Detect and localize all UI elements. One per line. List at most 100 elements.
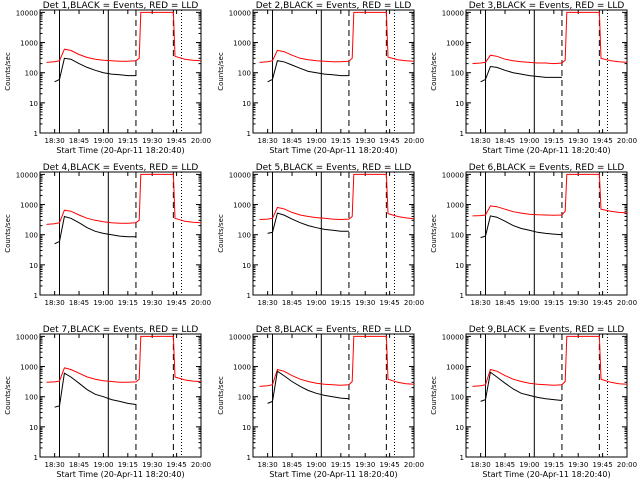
panel-title: Det 4,BLACK = Events, RED = LLD: [43, 163, 199, 173]
y-tick-label: 1000: [233, 40, 251, 48]
y-tick-label: 1: [34, 292, 38, 300]
x-tick-label: 18:30: [471, 461, 491, 469]
x-tick-label: 18:45: [495, 299, 515, 307]
y-tick-label: 100: [451, 232, 464, 240]
y-tick-label: 1000: [446, 40, 464, 48]
x-tick-label: 20:00: [617, 461, 637, 469]
y-tick-label: 1000: [20, 202, 38, 210]
y-tick-label: 10: [455, 100, 464, 108]
x-tick-label: 19:45: [167, 299, 187, 307]
series-line-events: [54, 57, 136, 83]
x-axis-label: Start Time (20-Apr-11 18:20:40): [482, 146, 610, 155]
plot-frame: [39, 171, 202, 296]
panel-title: Det 1,BLACK = Events, RED = LLD: [43, 1, 199, 11]
panel-det-2: Det 2,BLACK = Events, RED = LLD 1 10 100 100…: [217, 1, 424, 155]
x-tick-label: 19:30: [568, 299, 588, 307]
y-tick-label: 100: [25, 394, 38, 402]
y-tick-label: 10: [242, 262, 251, 270]
y-tick-label: 1000: [20, 364, 38, 372]
plot-frame: [39, 9, 202, 134]
x-tick-label: 18:45: [495, 461, 515, 469]
x-tick-label: 19:15: [544, 299, 564, 307]
y-tick-label: 1: [247, 130, 251, 138]
x-tick-label: 19:00: [93, 137, 113, 145]
y-tick-label: 10: [29, 100, 38, 108]
plot-frame: [252, 171, 415, 296]
y-tick-label: 100: [238, 232, 251, 240]
y-tick-label: 1: [460, 292, 464, 300]
panel-det-7: Det 7,BLACK = Events, RED = LLD 1 10 100 100…: [4, 325, 211, 479]
x-tick-label: 18:45: [69, 299, 89, 307]
panel-det-3: Det 3,BLACK = Events, RED = LLD 1 10 100 100…: [430, 1, 637, 155]
y-tick-label: 1: [247, 292, 251, 300]
series-line-lld: [46, 335, 202, 383]
x-tick-label: 19:15: [544, 461, 564, 469]
x-tick-label: 20:00: [404, 461, 424, 469]
x-tick-label: 18:45: [282, 299, 302, 307]
panel-det-5: Det 5,BLACK = Events, RED = LLD 1 10 100 100…: [217, 163, 424, 307]
panel-title: Det 7,BLACK = Events, RED = LLD: [43, 325, 199, 335]
x-tick-label: 19:45: [380, 137, 400, 145]
panel-title: Det 6,BLACK = Events, RED = LLD: [469, 163, 625, 173]
x-tick-label: 19:30: [355, 299, 375, 307]
x-tick-label: 19:15: [331, 461, 351, 469]
series-line-events: [54, 215, 136, 245]
y-tick-label: 10: [242, 100, 251, 108]
x-axis-label: Start Time (20-Apr-11 18:20:40): [482, 470, 610, 479]
x-tick-label: 18:30: [45, 461, 65, 469]
y-tick-label: 10000: [442, 333, 464, 341]
series-line-events: [267, 60, 349, 83]
y-tick-label: 100: [238, 70, 251, 78]
y-tick-label: 10: [455, 262, 464, 270]
y-tick-label: 1000: [20, 40, 38, 48]
series-line-lld: [259, 335, 415, 387]
x-tick-label: 19:00: [519, 137, 539, 145]
y-axis-label: Counts/sec: [430, 376, 438, 415]
panel-title: Det 5,BLACK = Events, RED = LLD: [256, 163, 412, 173]
plot-frame: [465, 333, 628, 458]
x-tick-label: 19:00: [306, 137, 326, 145]
x-tick-label: 19:30: [142, 137, 162, 145]
panel-title: Det 8,BLACK = Events, RED = LLD: [256, 325, 412, 335]
x-tick-label: 18:45: [282, 461, 302, 469]
y-tick-label: 100: [25, 70, 38, 78]
x-tick-label: 18:45: [495, 137, 515, 145]
y-tick-label: 1: [460, 130, 464, 138]
y-tick-label: 1: [247, 454, 251, 462]
series-line-events: [267, 212, 349, 234]
y-axis-label: Counts/sec: [430, 214, 438, 253]
y-tick-label: 10: [242, 424, 251, 432]
x-tick-label: 19:45: [167, 461, 187, 469]
y-axis-label: Counts/sec: [217, 52, 225, 91]
x-tick-label: 20:00: [404, 299, 424, 307]
y-tick-label: 100: [451, 394, 464, 402]
series-line-lld: [46, 173, 202, 225]
y-tick-label: 1: [34, 130, 38, 138]
x-tick-label: 19:00: [93, 299, 113, 307]
series-line-lld: [259, 11, 415, 63]
x-tick-label: 19:15: [331, 299, 351, 307]
x-tick-label: 19:45: [593, 137, 613, 145]
y-tick-label: 10: [29, 262, 38, 270]
y-axis-label: Counts/sec: [4, 214, 12, 253]
panel-det-4: Det 4,BLACK = Events, RED = LLD 1 10 100 100…: [4, 163, 211, 307]
panel-title: Det 3,BLACK = Events, RED = LLD: [469, 1, 625, 11]
y-tick-label: 1: [460, 454, 464, 462]
series-line-lld: [472, 173, 628, 217]
x-tick-label: 19:15: [118, 461, 138, 469]
y-tick-label: 100: [451, 70, 464, 78]
y-tick-label: 100: [238, 394, 251, 402]
x-tick-label: 19:45: [167, 137, 187, 145]
series-line-events: [54, 372, 136, 408]
y-axis-label: Counts/sec: [217, 214, 225, 253]
x-tick-label: 19:45: [380, 461, 400, 469]
x-tick-label: 19:30: [355, 137, 375, 145]
x-tick-label: 19:45: [380, 299, 400, 307]
x-tick-label: 19:30: [355, 461, 375, 469]
y-tick-label: 10000: [442, 9, 464, 17]
plot-frame: [465, 9, 628, 134]
plot-frame: [252, 333, 415, 458]
x-tick-label: 19:00: [93, 461, 113, 469]
y-tick-label: 1000: [233, 364, 251, 372]
series-line-events: [480, 65, 562, 83]
